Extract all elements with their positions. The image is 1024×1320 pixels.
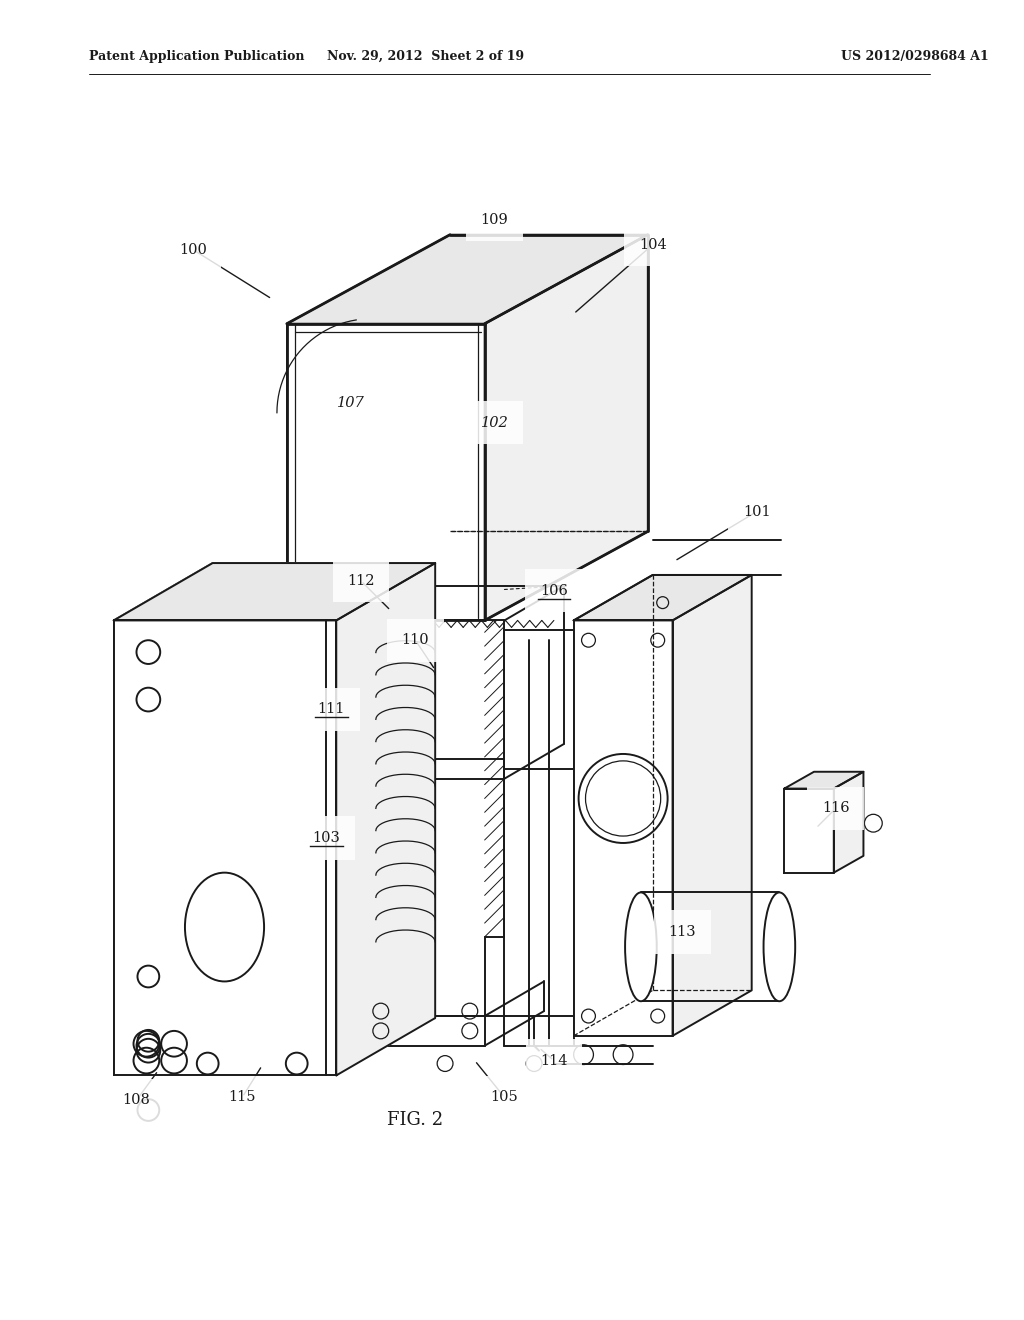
Text: 104: 104: [639, 238, 667, 252]
Text: 116: 116: [822, 801, 850, 816]
Polygon shape: [114, 564, 435, 620]
Text: 102: 102: [480, 416, 508, 429]
Text: Patent Application Publication: Patent Application Publication: [89, 50, 304, 63]
Text: 106: 106: [540, 583, 567, 598]
Polygon shape: [834, 772, 863, 873]
Text: 101: 101: [742, 504, 770, 519]
Polygon shape: [784, 772, 863, 788]
Polygon shape: [573, 620, 673, 1036]
Text: 115: 115: [228, 1090, 256, 1104]
Polygon shape: [484, 235, 648, 620]
Polygon shape: [573, 576, 752, 620]
Text: FIG. 2: FIG. 2: [387, 1111, 443, 1129]
Text: 111: 111: [317, 702, 345, 717]
Text: 112: 112: [347, 574, 375, 587]
Text: US 2012/0298684 A1: US 2012/0298684 A1: [841, 50, 988, 63]
Text: 109: 109: [480, 213, 508, 227]
Text: 114: 114: [540, 1053, 567, 1068]
Text: 103: 103: [312, 832, 340, 845]
Text: 110: 110: [401, 634, 429, 647]
Text: Nov. 29, 2012  Sheet 2 of 19: Nov. 29, 2012 Sheet 2 of 19: [327, 50, 524, 63]
Polygon shape: [784, 788, 834, 873]
Text: 107: 107: [337, 396, 365, 409]
Text: 105: 105: [490, 1090, 518, 1104]
Polygon shape: [673, 576, 752, 1036]
Ellipse shape: [764, 892, 796, 1002]
Text: 100: 100: [179, 243, 207, 256]
Polygon shape: [287, 323, 484, 620]
Polygon shape: [336, 564, 435, 1076]
Text: 108: 108: [123, 1093, 151, 1107]
Text: 113: 113: [669, 925, 696, 939]
Polygon shape: [287, 235, 648, 323]
Ellipse shape: [625, 892, 656, 1002]
Polygon shape: [114, 620, 336, 1076]
